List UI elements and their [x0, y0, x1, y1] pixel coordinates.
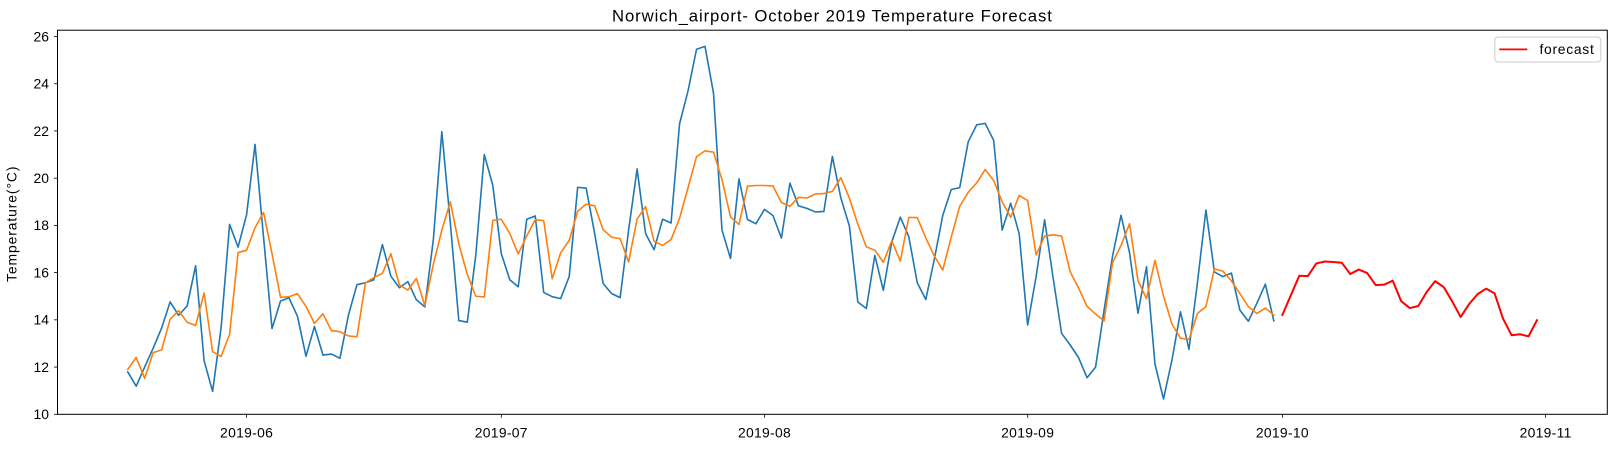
svg-text:Norwich_airport- October 2019: Norwich_airport- October 2019 Temperatur…: [612, 7, 1053, 26]
svg-text:forecast: forecast: [1540, 41, 1595, 57]
svg-text:22: 22: [34, 123, 50, 139]
svg-text:2019-10: 2019-10: [1256, 424, 1309, 440]
svg-text:20: 20: [34, 170, 50, 186]
svg-text:2019-08: 2019-08: [738, 424, 791, 440]
svg-text:2019-09: 2019-09: [1001, 424, 1054, 440]
svg-text:24: 24: [34, 76, 50, 92]
svg-text:14: 14: [34, 312, 50, 328]
svg-text:12: 12: [34, 359, 50, 375]
svg-text:26: 26: [34, 28, 50, 44]
svg-text:10: 10: [34, 406, 50, 422]
svg-text:2019-06: 2019-06: [220, 424, 273, 440]
svg-text:2019-07: 2019-07: [475, 424, 528, 440]
svg-text:2019-11: 2019-11: [1520, 424, 1572, 440]
svg-text:Temperature(°C): Temperature(°C): [4, 166, 20, 282]
svg-text:18: 18: [34, 217, 50, 233]
svg-text:16: 16: [34, 264, 50, 280]
